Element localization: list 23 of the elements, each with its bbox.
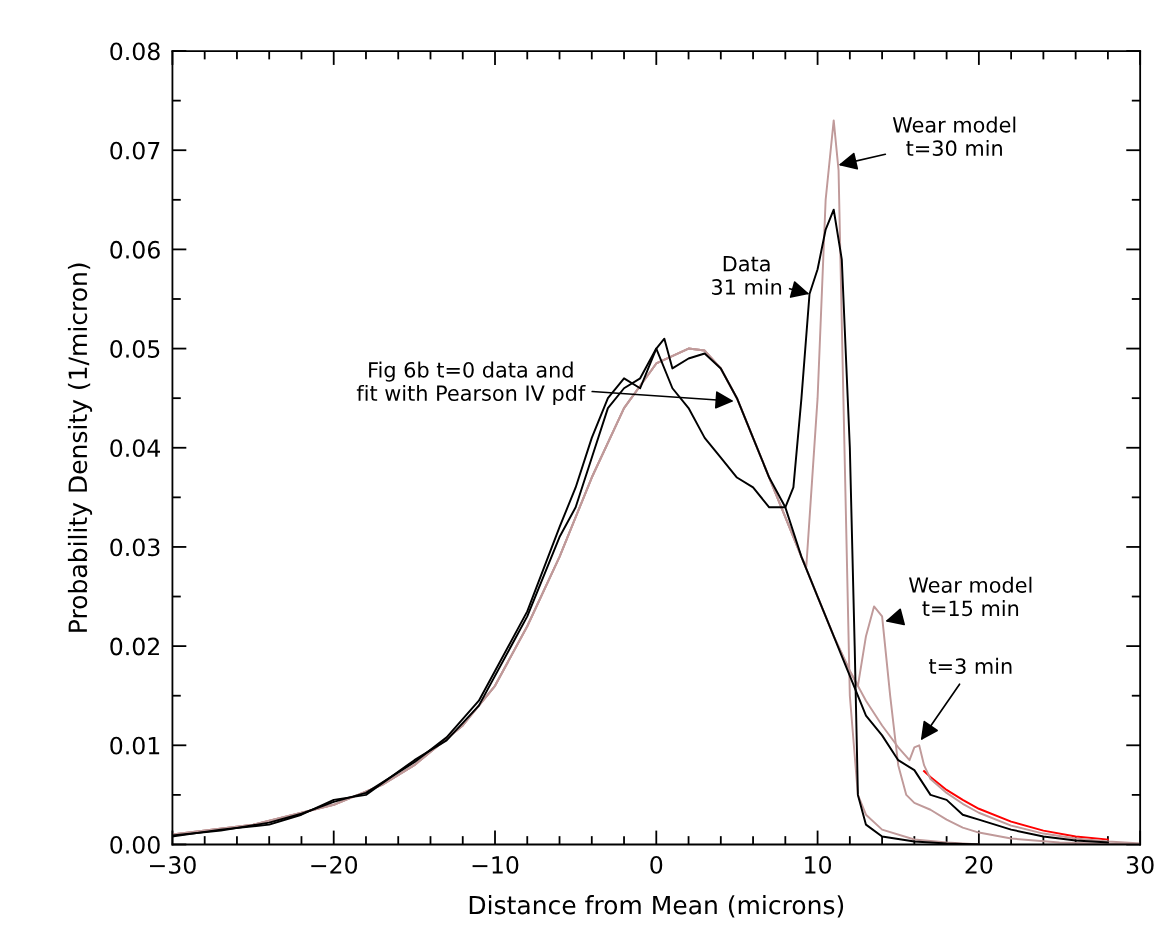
x-tick-label: 0 — [650, 856, 663, 874]
annotation: Wear model t=15 min — [908, 576, 1032, 617]
annotation: Fig 6b t=0 data and fit with Pearson IV pdf — [356, 361, 586, 406]
x-tick-label: 20 — [965, 856, 993, 874]
y-tick-label: 0.03 — [110, 538, 160, 557]
y-tick-label: 0.06 — [110, 240, 160, 259]
y-tick-label: 0.02 — [110, 637, 159, 656]
x-tick-label: 30 — [1126, 856, 1154, 874]
annotation: t=3 min — [928, 657, 1012, 674]
y-tick-label: 0.00 — [110, 835, 160, 854]
annotation: Data 31 min — [712, 256, 782, 295]
x-axis-title: Distance from Mean (microns) — [469, 895, 844, 918]
annotation: Wear model t=30 min — [892, 116, 1016, 157]
y-tick-label: 0.05 — [110, 340, 160, 358]
x-tick-label: 10 — [805, 856, 832, 874]
y-axis-title: Probability Density (1/micron) — [67, 263, 93, 632]
y-tick-label: 0.04 — [110, 439, 160, 458]
y-tick-label: 0.01 — [110, 736, 160, 755]
y-tick-label: 0.08 — [110, 42, 160, 61]
x-tick-label: −30 — [150, 856, 196, 874]
y-tick-label: 0.07 — [110, 141, 160, 160]
x-tick-label: −10 — [472, 856, 519, 874]
x-tick-label: −20 — [311, 856, 358, 874]
